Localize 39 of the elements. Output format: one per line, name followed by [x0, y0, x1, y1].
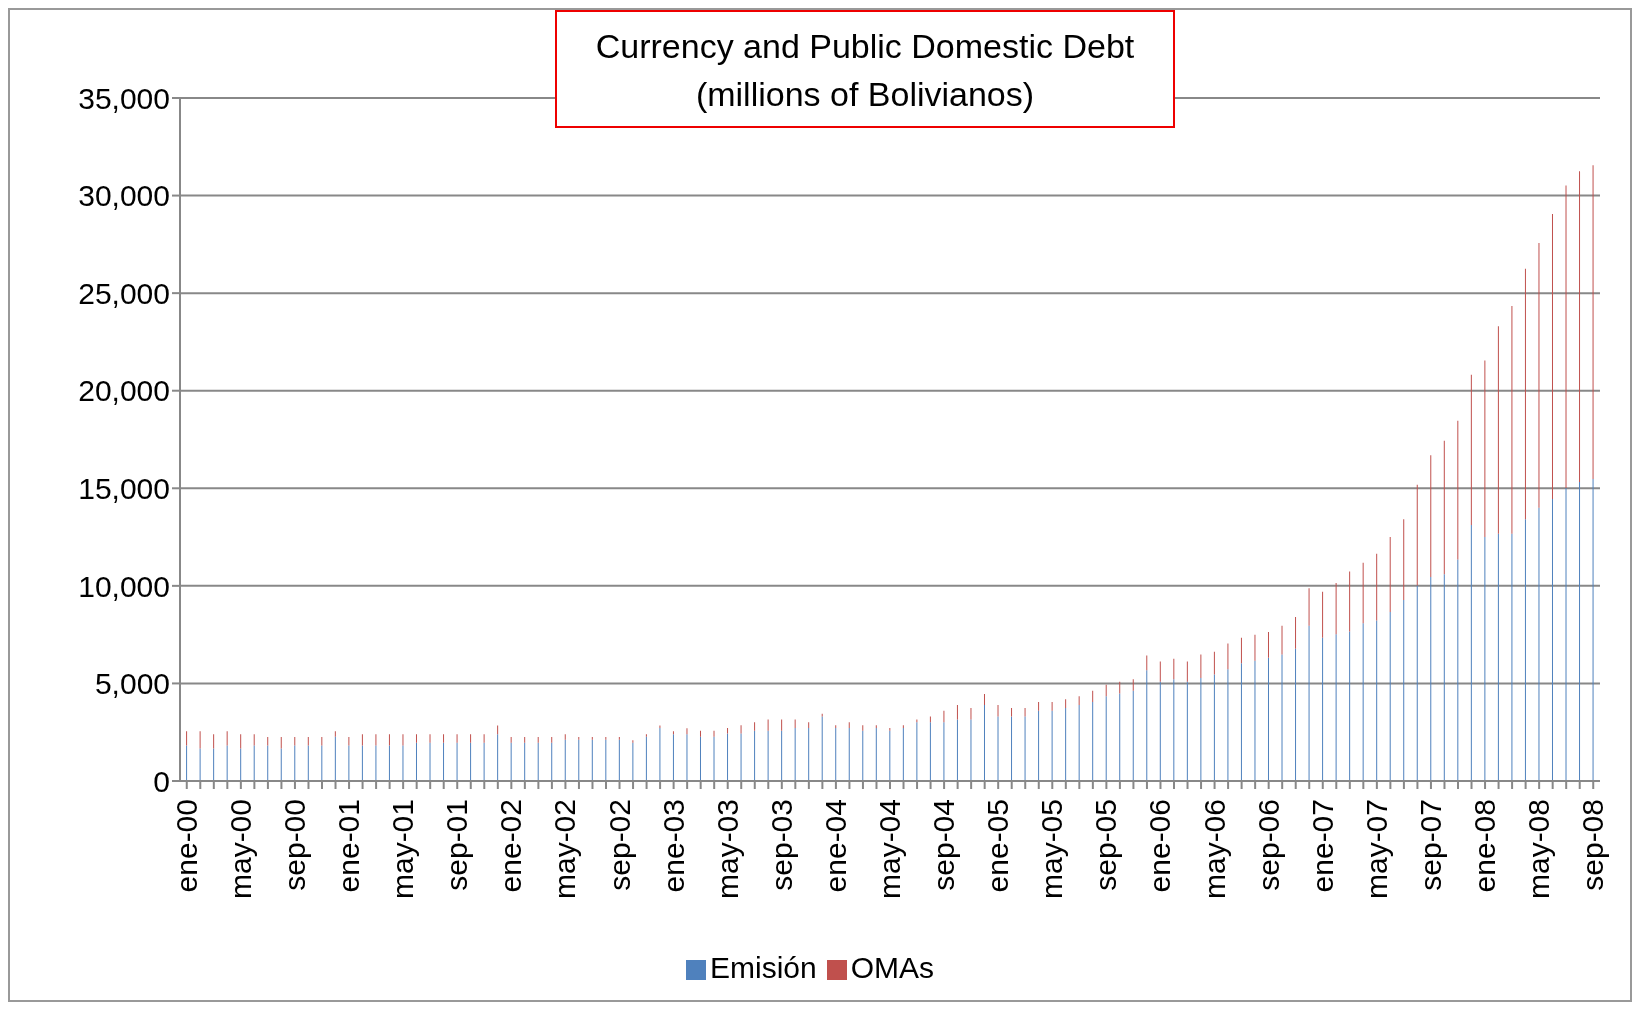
x-tick-label: sep-04	[927, 799, 961, 891]
y-tick-label: 30,000	[78, 179, 170, 213]
y-tick-label: 0	[153, 764, 170, 798]
x-tick-label: ene-02	[494, 799, 528, 893]
x-tick-label: sep-07	[1413, 799, 1447, 891]
y-tick-label: 25,000	[78, 276, 170, 310]
x-tick-label: sep-02	[602, 799, 636, 891]
x-tick-label: sep-06	[1251, 799, 1285, 891]
x-tick-label: sep-05	[1089, 799, 1123, 891]
x-tick-label: ene-01	[332, 799, 366, 893]
legend-label: Emisión	[709, 951, 817, 984]
x-tick-label: sep-08	[1576, 799, 1610, 891]
x-tick-label: may-04	[873, 799, 906, 900]
y-tick-label: 35,000	[78, 81, 170, 115]
x-tick-label: may-00	[223, 799, 257, 900]
x-tick-label: may-06	[1197, 799, 1231, 900]
y-tick-label: 5,000	[94, 667, 170, 701]
x-tick-label: ene-03	[656, 799, 690, 893]
x-tick-label: may-03	[710, 799, 744, 900]
x-tick-label: may-01	[386, 799, 420, 900]
x-tick-label: sep-00	[277, 799, 311, 891]
x-tick-label: ene-06	[1143, 799, 1177, 893]
x-tick-label: sep-01	[440, 799, 474, 891]
x-tick-label: may-05	[1035, 799, 1069, 900]
x-tick-label: ene-08	[1468, 799, 1502, 893]
x-tick-label: ene-00	[169, 799, 203, 893]
chart-subtitle: (millions of Bolivianos)	[694, 74, 1036, 115]
y-tick-label: 20,000	[78, 374, 170, 408]
x-tick-label: may-08	[1522, 799, 1556, 900]
x-tick-label: ene-05	[981, 799, 1015, 893]
x-tick-label: ene-07	[1305, 799, 1339, 893]
x-tick-label: sep-03	[764, 799, 798, 891]
y-tick-label: 15,000	[78, 471, 170, 505]
x-tick-label: may-07	[1359, 799, 1393, 900]
x-tick-label: ene-04	[818, 799, 852, 893]
x-tick-label: may-02	[548, 799, 582, 900]
chart-title: Currency and Public Domestic Debt	[594, 26, 1136, 67]
y-tick-label: 10,000	[78, 569, 170, 603]
legend-label: OMAs	[850, 951, 935, 984]
